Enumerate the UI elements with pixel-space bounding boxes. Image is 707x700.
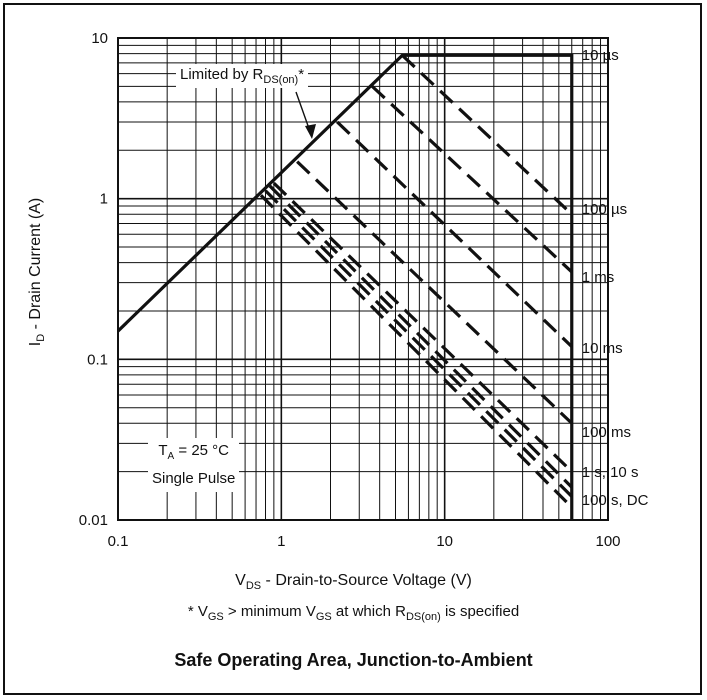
y-tick-label: 0.1 [87,351,108,368]
y-tick-label: 0.01 [79,512,108,529]
x-tick-label: 10 [436,533,453,550]
conditions-annotation: TA = 25 °C Single Pulse [148,438,240,492]
footnote: * VGS > minimum VGS at which RDS(on) is … [187,603,520,623]
curve-label: 10 µs [582,47,619,64]
y-axis-label: ID - Drain Current (A) [26,197,48,347]
x-tick-label: 0.1 [108,533,129,550]
soa-boundary-line [116,53,574,520]
curve-label: 1 ms [582,269,615,286]
x-tick-label: 100 [595,533,620,550]
series-line [272,181,573,473]
figure-frame [3,3,702,695]
rds-limit-annotation: Limited by RDS(on)* [176,64,309,88]
series-line [336,120,573,348]
plot-border [117,37,609,521]
curve-label: 1 s, 10 s [582,464,639,481]
series-line [268,184,573,489]
curve-label: 100 s, DC [582,492,649,509]
series-line [264,189,573,498]
series-line [259,194,573,509]
x-axis-label: VDS - Drain-to-Source Voltage (V) [235,572,472,593]
curve-label: 100 µs [582,201,627,218]
series-line [371,85,573,274]
curve-labels: 10 µs 100 µs 1 ms 10 ms 100 ms 1 s, 10 s 100 s… [582,47,649,509]
curve-label: 100 ms [582,424,631,441]
series-line [401,54,573,216]
y-tick-label: 10 [91,30,108,47]
curve-label: 10 ms [582,340,623,357]
chart-title: Safe Operating Area, Junction-to-Ambient [174,650,533,670]
chart-series [116,53,574,520]
y-tick-label: 1 [100,191,108,208]
annotation-arrowhead [305,124,316,139]
x-tick-label: 1 [277,533,285,550]
series-line [296,160,573,425]
